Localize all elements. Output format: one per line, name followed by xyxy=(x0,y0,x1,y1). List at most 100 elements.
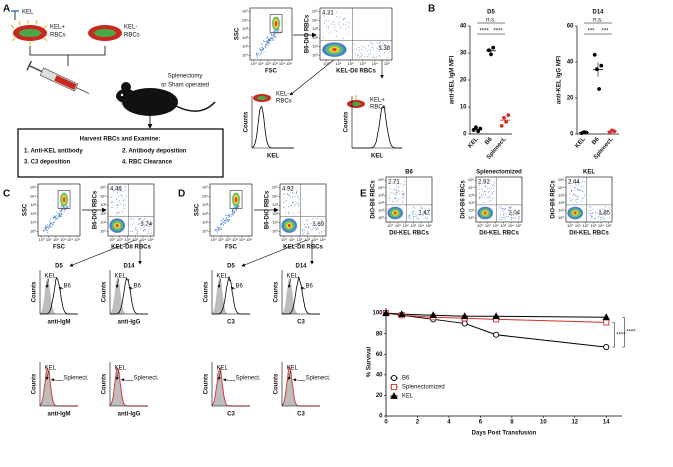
event-dot xyxy=(396,190,397,192)
event-dot xyxy=(425,217,427,219)
event-dot xyxy=(595,212,597,214)
significance: **** xyxy=(626,330,636,336)
event-dot xyxy=(228,216,230,218)
event-dot xyxy=(599,212,601,214)
event-dot xyxy=(289,194,290,196)
y-axis-label: anti-KEL IgM MFI xyxy=(450,55,456,104)
event-dot xyxy=(570,200,572,202)
histogram-fill xyxy=(282,276,320,314)
event-dot xyxy=(269,39,271,41)
event-dot xyxy=(287,193,289,195)
x-axis-label: Days Post Transfusion xyxy=(472,431,537,437)
event-dot xyxy=(579,182,581,184)
event-dot xyxy=(488,187,490,189)
marker xyxy=(390,383,398,391)
event-dot xyxy=(481,195,483,197)
event-dot xyxy=(288,194,290,196)
y-tick-label: 10¹ xyxy=(378,208,384,213)
event-dot xyxy=(257,52,259,54)
event-dot xyxy=(123,208,125,210)
event-dot xyxy=(398,190,400,192)
y-tick-label: 10² xyxy=(30,211,36,216)
event-dot xyxy=(132,230,134,232)
plot-title: KEL xyxy=(583,170,595,176)
y-tick-label: 10⁴ xyxy=(558,185,564,190)
x-tick-label: 10³ xyxy=(500,223,506,228)
event-dot xyxy=(576,195,578,197)
event-dot xyxy=(111,206,113,208)
axis xyxy=(109,270,148,315)
event-dot xyxy=(499,207,501,209)
event-dot xyxy=(378,54,380,56)
event-dot xyxy=(261,44,263,46)
event-dot xyxy=(412,211,414,213)
event-dot xyxy=(575,182,577,184)
event-dot xyxy=(322,220,324,222)
event-dot xyxy=(122,211,123,212)
event-dot xyxy=(370,42,372,44)
event-dot xyxy=(296,189,298,191)
event-dot xyxy=(255,52,257,54)
annotation-arrow xyxy=(287,278,291,289)
y-tick-label: 10⁰ xyxy=(468,215,474,220)
x-tick-label: 10³ xyxy=(590,223,596,228)
event-dot xyxy=(513,214,515,216)
event-dot xyxy=(117,186,119,188)
label: RBCs xyxy=(370,105,386,111)
event-dot xyxy=(479,184,481,186)
event-dot xyxy=(286,200,287,201)
y-tick-label: 10¹ xyxy=(312,44,318,49)
event-dot xyxy=(403,180,405,182)
density xyxy=(234,197,238,203)
data-point xyxy=(599,63,604,68)
event-dot xyxy=(112,204,114,206)
event-dot xyxy=(489,196,491,198)
event-dot xyxy=(333,24,335,26)
event-dot xyxy=(402,193,404,194)
y-tick-label: 10⁴ xyxy=(468,185,474,190)
event-dot xyxy=(590,206,592,208)
event-dot xyxy=(119,212,120,214)
event-dot xyxy=(570,189,572,191)
event-dot xyxy=(519,215,521,217)
x-tick-label: 10⁴ xyxy=(67,237,73,242)
label: Splenectomy xyxy=(168,74,203,80)
x-tick-label: 10² xyxy=(493,223,499,228)
x-tick-label: B6 xyxy=(591,136,601,146)
event-dot xyxy=(304,226,306,228)
event-dot xyxy=(327,20,329,22)
event-dot xyxy=(386,42,388,44)
significance: *** xyxy=(587,29,595,35)
y-tick-label: 10⁵ xyxy=(468,177,474,182)
event-dot xyxy=(577,197,579,199)
event-dot xyxy=(283,206,285,208)
event-dot xyxy=(135,228,137,230)
event-dot xyxy=(272,39,274,41)
event-dot xyxy=(227,215,229,217)
event-dot xyxy=(136,230,138,232)
event-dot xyxy=(120,194,122,196)
event-dot xyxy=(392,201,393,202)
annotation-arrow xyxy=(217,370,221,381)
quadrant-value: 2.44 xyxy=(568,180,580,186)
event-dot xyxy=(570,181,571,182)
event-dot xyxy=(595,211,596,213)
event-dot xyxy=(383,52,385,54)
event-dot xyxy=(604,206,606,208)
x-tick-label: 10¹ xyxy=(46,237,52,242)
quadrant-value: 4.46 xyxy=(110,187,122,193)
event-dot xyxy=(214,229,216,231)
event-dot xyxy=(484,191,486,192)
event-dot xyxy=(47,223,49,225)
event-dot xyxy=(487,187,488,189)
quadrant-value: 2.04 xyxy=(508,210,520,216)
event-dot xyxy=(137,232,139,234)
event-dot xyxy=(571,199,573,201)
event-dot xyxy=(488,191,490,193)
event-dot xyxy=(134,226,136,228)
event-dot xyxy=(230,214,232,216)
x-tick-label: 10⁵ xyxy=(286,61,292,66)
event-dot xyxy=(418,217,420,219)
event-dot xyxy=(133,222,135,224)
event-dot xyxy=(261,43,263,45)
